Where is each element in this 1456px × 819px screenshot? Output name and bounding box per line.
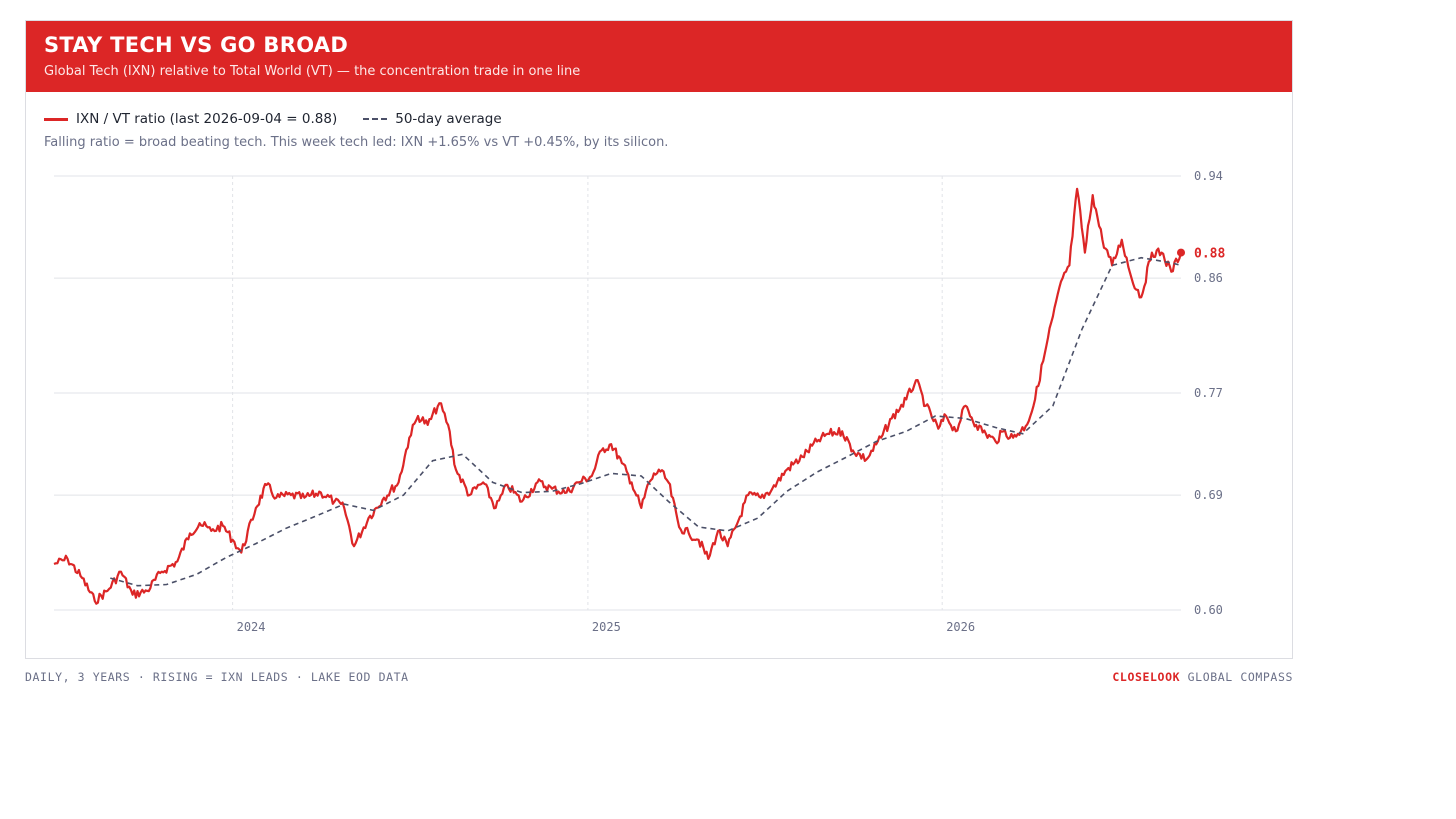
footer-source: DAILY, 3 YEARS · RISING = IXN LEADS · LA… <box>25 670 409 684</box>
legend-label-average: 50-day average <box>395 111 502 127</box>
y-tick-label: 0.86 <box>1194 271 1223 285</box>
chart-subtitle: Global Tech (IXN) relative to Total Worl… <box>44 64 581 79</box>
plot-area: 0.94 0.86 0.77 0.69 0.60 2024 2025 2026 0.88 <box>53 169 1225 634</box>
average-series-line <box>110 256 1182 587</box>
y-tick-label: 0.69 <box>1194 488 1223 502</box>
chart-note: Falling ratio = broad beating tech. This… <box>44 135 669 150</box>
chart-card: STAY TECH VS GO BROAD Global Tech (IXN) … <box>25 20 1293 659</box>
legend-swatch-ratio <box>44 117 68 121</box>
x-tick-label: 2024 <box>237 620 266 634</box>
legend-swatch-average <box>363 118 388 120</box>
brand-name: CLOSELOOK <box>1112 670 1181 684</box>
legend-label-ratio: IXN / VT ratio (last 2026-09-04 = 0.88) <box>76 111 338 127</box>
footer-brand-block: CLOSELOOK GLOBAL COMPASS <box>1112 670 1293 684</box>
brand-suffix: GLOBAL COMPASS <box>1187 670 1293 684</box>
chart-title: STAY TECH VS GO BROAD <box>44 33 349 57</box>
y-tick-label: 0.60 <box>1194 603 1223 617</box>
header-banner: STAY TECH VS GO BROAD Global Tech (IXN) … <box>26 21 1292 92</box>
x-tick-label: 2026 <box>946 620 975 634</box>
last-value-label: 0.88 <box>1194 247 1225 262</box>
legend-item-average: 50-day average <box>363 111 502 127</box>
ratio-series-line <box>53 187 1183 605</box>
legend: IXN / VT ratio (last 2026-09-04 = 0.88) … <box>44 109 528 129</box>
legend-item-ratio: IXN / VT ratio (last 2026-09-04 = 0.88) <box>44 111 337 127</box>
y-tick-label: 0.94 <box>1194 169 1223 183</box>
y-tick-label: 0.77 <box>1194 386 1223 400</box>
x-tick-label: 2025 <box>592 620 621 634</box>
last-value-marker <box>1177 248 1185 257</box>
